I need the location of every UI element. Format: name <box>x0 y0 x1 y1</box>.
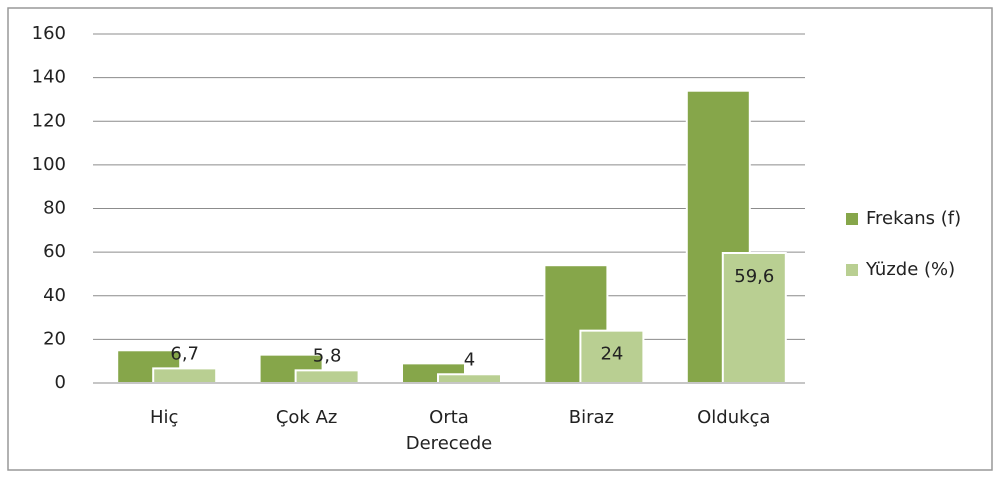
x-tick-label: Biraz <box>568 407 614 428</box>
legend-label: Yüzde (%) <box>865 259 955 280</box>
y-tick-label: 160 <box>32 23 66 44</box>
y-tick-label: 20 <box>43 328 66 349</box>
bar <box>294 369 360 385</box>
y-tick-label: 60 <box>43 241 66 262</box>
bar <box>437 373 502 384</box>
y-tick-label: 140 <box>32 67 66 88</box>
y-tick-label: 0 <box>55 372 66 393</box>
data-label: 59,6 <box>734 266 774 287</box>
x-tick-label: Oldukça <box>697 407 771 428</box>
chart-border <box>7 7 993 471</box>
x-tick-label: Hiç <box>149 407 179 428</box>
y-tick-label: 120 <box>32 110 66 131</box>
y-tick-label: 80 <box>43 198 66 219</box>
bar <box>721 251 787 384</box>
legend-label: Frekans (f) <box>866 208 961 229</box>
y-tick-label: 100 <box>32 154 66 175</box>
legend-swatch <box>846 213 858 225</box>
data-label: 5,8 <box>313 345 342 366</box>
bar <box>258 353 324 384</box>
bar <box>579 329 645 384</box>
x-tick-label: Çok Az <box>275 407 338 428</box>
y-tick-label: 40 <box>43 285 66 306</box>
x-tick-label: Orta Derecede <box>405 407 493 454</box>
bar <box>152 367 218 384</box>
bar <box>116 349 182 384</box>
data-label: 24 <box>600 344 623 365</box>
data-label: 6,7 <box>170 343 199 364</box>
data-label: 4 <box>464 349 475 370</box>
legend-swatch <box>846 264 858 276</box>
